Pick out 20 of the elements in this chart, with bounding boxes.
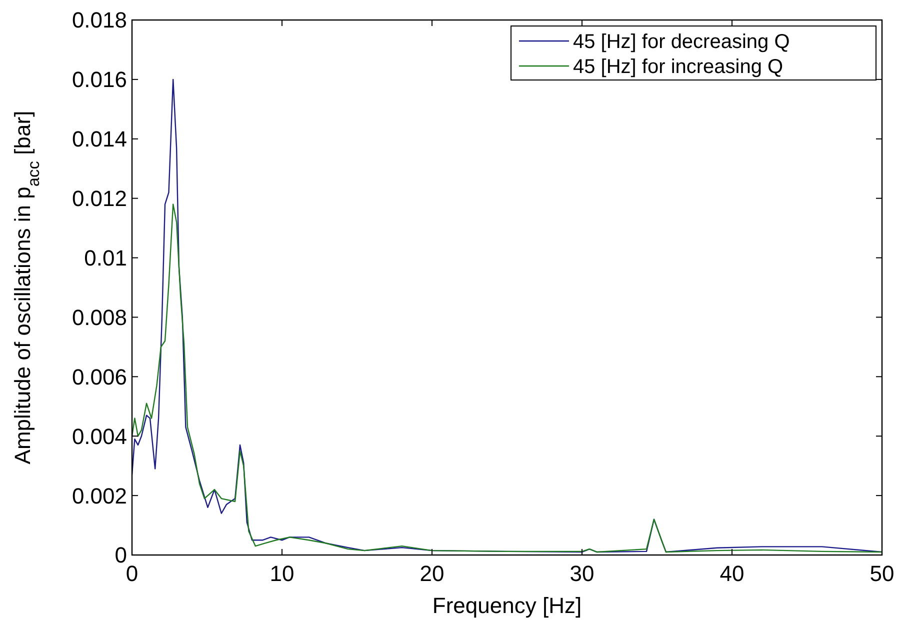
x-axis-title: Frequency [Hz] xyxy=(432,593,582,618)
x-tick-label: 30 xyxy=(570,561,594,586)
x-tick-label: 40 xyxy=(720,561,744,586)
y-tick-label: 0 xyxy=(114,542,127,568)
y-tick-label: 0.012 xyxy=(72,186,127,212)
x-tick-label: 10 xyxy=(270,561,294,586)
x-tick-label: 50 xyxy=(870,561,894,586)
legend-label: 45 [Hz] for increasing Q xyxy=(573,56,784,78)
y-tick-label: 0.008 xyxy=(72,304,127,330)
y-tick-label: 0.002 xyxy=(72,483,127,508)
y-tick-label: 0.016 xyxy=(72,67,127,92)
y-tick-label: 0.014 xyxy=(72,126,127,152)
y-tick-label: 0.018 xyxy=(72,8,127,33)
line-series xyxy=(132,78,882,553)
x-tick-label: 20 xyxy=(420,561,444,586)
y-tick-label: 0.01 xyxy=(84,245,127,270)
line-series xyxy=(132,204,882,553)
y-tick-label: 0.004 xyxy=(72,424,127,449)
y-tick-label: 0.006 xyxy=(72,364,127,390)
legend-label: 45 [Hz] for decreasing Q xyxy=(573,31,790,53)
